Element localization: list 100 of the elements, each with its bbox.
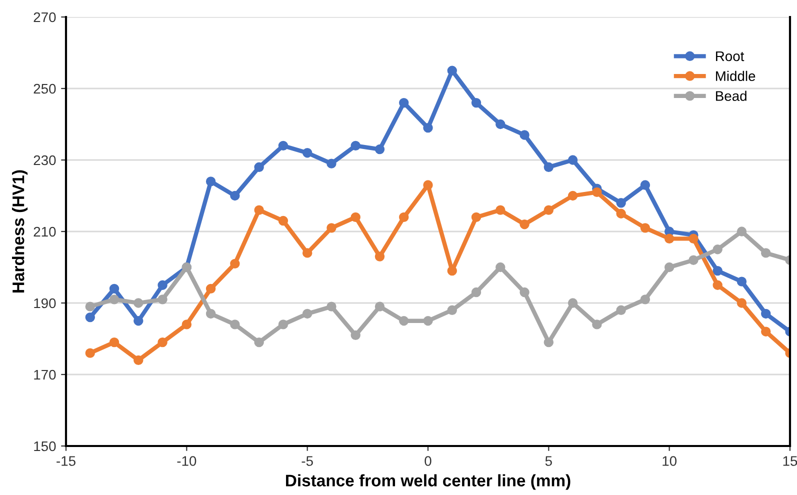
point xyxy=(158,294,168,304)
point xyxy=(302,308,312,319)
point xyxy=(109,294,120,304)
point xyxy=(350,212,360,222)
point xyxy=(544,337,554,348)
point xyxy=(85,348,95,358)
point xyxy=(278,216,288,226)
point xyxy=(568,298,578,308)
point xyxy=(568,190,578,201)
point xyxy=(761,248,771,258)
point xyxy=(230,190,240,201)
point xyxy=(158,337,168,348)
point xyxy=(134,316,144,326)
point xyxy=(399,212,409,222)
y-tick-label: 250 xyxy=(34,84,56,94)
point xyxy=(688,234,698,244)
point xyxy=(206,308,216,319)
point xyxy=(447,305,457,316)
point xyxy=(712,244,722,254)
point xyxy=(471,98,482,108)
x-axis-title: Distance from weld center line (mm) xyxy=(286,474,570,490)
point xyxy=(761,326,771,336)
point xyxy=(109,337,120,348)
point xyxy=(230,320,240,330)
point xyxy=(736,226,747,236)
point xyxy=(736,298,747,308)
point xyxy=(326,223,336,233)
x-tick-label: 15 xyxy=(783,456,797,466)
point xyxy=(520,130,530,140)
point xyxy=(374,252,385,262)
point xyxy=(302,148,312,158)
point xyxy=(134,355,144,366)
point xyxy=(423,316,433,326)
point xyxy=(350,140,360,151)
point xyxy=(302,248,312,258)
point xyxy=(206,176,216,186)
y-tick-label: 210 xyxy=(34,226,56,237)
point xyxy=(399,98,409,108)
point xyxy=(278,140,288,151)
point xyxy=(616,208,626,218)
point xyxy=(326,302,336,312)
x-tick-label: -5 xyxy=(302,456,313,466)
x-tick-label: 10 xyxy=(662,456,677,466)
point xyxy=(616,305,626,316)
point xyxy=(592,187,602,198)
point xyxy=(254,337,264,348)
point xyxy=(447,66,457,76)
x-tick-label: -15 xyxy=(56,456,76,466)
point xyxy=(616,198,626,208)
point xyxy=(761,308,771,319)
point xyxy=(592,320,602,330)
point xyxy=(736,276,747,286)
point xyxy=(568,155,578,165)
point xyxy=(423,180,433,190)
point xyxy=(254,162,264,172)
point xyxy=(399,316,409,326)
point xyxy=(664,234,674,244)
point xyxy=(712,280,722,290)
point xyxy=(640,294,650,304)
legend-label: Middle xyxy=(716,70,756,82)
point xyxy=(109,284,120,294)
point xyxy=(374,302,385,312)
point xyxy=(544,205,554,215)
point xyxy=(206,284,216,294)
point xyxy=(326,158,336,168)
point xyxy=(471,287,482,298)
point xyxy=(712,266,722,276)
point xyxy=(496,262,506,272)
y-tick-label: 150 xyxy=(34,441,56,452)
point xyxy=(471,212,482,222)
point xyxy=(688,255,698,265)
point xyxy=(374,144,385,154)
y-tick-label: 190 xyxy=(34,298,56,308)
point xyxy=(278,320,288,330)
point xyxy=(158,280,168,290)
point xyxy=(350,330,360,340)
x-tick-label: 5 xyxy=(545,456,552,466)
y-tick-label: 230 xyxy=(34,155,56,166)
point xyxy=(447,266,457,276)
point xyxy=(496,205,506,215)
point xyxy=(182,320,192,330)
point xyxy=(254,205,264,215)
x-tick-label: -10 xyxy=(177,456,196,466)
point xyxy=(520,287,530,298)
point xyxy=(520,219,530,230)
point xyxy=(423,122,433,133)
point xyxy=(640,180,650,190)
y-tick-label: 170 xyxy=(34,370,56,380)
point xyxy=(544,162,554,172)
point xyxy=(85,312,95,322)
point xyxy=(85,302,95,312)
legend-label: Root xyxy=(716,51,744,62)
x-tick-label: 0 xyxy=(424,456,432,466)
point xyxy=(496,119,506,130)
legend-label: Bead xyxy=(716,90,746,101)
y-axis-title: Hardness (HV1) xyxy=(12,170,28,292)
point xyxy=(134,298,144,308)
point xyxy=(664,262,674,272)
y-tick-label: 270 xyxy=(34,12,56,22)
point xyxy=(230,258,240,269)
